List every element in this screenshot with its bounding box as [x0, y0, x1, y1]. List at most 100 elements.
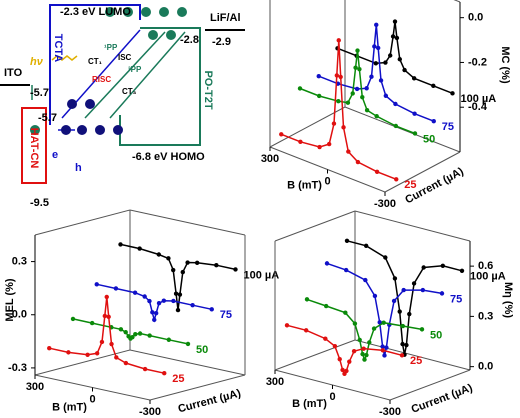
x-tick-label: -300 — [139, 406, 161, 418]
y-tick-label: 0.0 — [468, 12, 483, 24]
data-point — [350, 91, 355, 96]
y-tick-label: 0.3 — [12, 255, 27, 267]
ct1-label: CT₁ — [88, 57, 103, 66]
data-point — [337, 356, 342, 362]
data-point — [450, 91, 455, 96]
lumo-label: -2.3 eV LUMO — [60, 6, 131, 18]
series-label: 75 — [450, 293, 462, 305]
y-tick-label: 0.0 — [12, 309, 27, 321]
data-point — [383, 93, 389, 98]
box-edge — [453, 0, 461, 3]
data-point — [123, 329, 128, 335]
data-point — [400, 323, 406, 329]
data-point — [334, 73, 340, 78]
data-point — [378, 78, 384, 83]
data-point — [171, 267, 176, 273]
data-point — [209, 307, 214, 312]
data-point — [382, 353, 387, 358]
data-point — [166, 256, 171, 261]
y-tick-label: 0.6 — [478, 260, 493, 272]
data-point — [180, 269, 185, 275]
data-point — [113, 286, 119, 291]
z-axis-label: Current (µA) — [410, 382, 475, 416]
x-axis-label: B (mT) — [287, 179, 322, 191]
data-point — [304, 297, 310, 302]
y-axis-label: MEL (%) — [4, 278, 16, 322]
data-point — [123, 360, 129, 366]
data-point — [431, 119, 436, 124]
x-tick-label: 0 — [324, 175, 330, 187]
risc-label: RISC — [92, 75, 111, 84]
data-point — [297, 86, 303, 91]
data-point — [99, 339, 105, 345]
data-point — [383, 255, 388, 260]
data-point — [323, 336, 328, 341]
ct-line — [84, 31, 166, 119]
data-point — [357, 337, 362, 343]
data-point — [407, 311, 412, 317]
data-point — [279, 132, 284, 137]
data-point — [392, 19, 398, 24]
data-point — [47, 346, 52, 351]
data-point — [380, 348, 386, 353]
series-label: 50 — [423, 133, 435, 145]
data-point — [420, 287, 426, 293]
curve — [318, 24, 435, 122]
data-point — [364, 108, 370, 113]
data-point — [106, 314, 111, 320]
data-point — [316, 93, 322, 99]
box-edge — [149, 374, 246, 401]
data-point — [354, 86, 360, 92]
holes — [61, 99, 123, 135]
series-label: 50 — [196, 344, 208, 356]
data-point — [137, 331, 143, 336]
data-point — [346, 149, 351, 154]
curve — [337, 21, 453, 94]
level-label: -5.7 — [30, 87, 49, 99]
data-point — [397, 57, 402, 62]
y-tick-label: -0.3 — [8, 362, 27, 374]
data-point — [332, 343, 338, 349]
box-edge — [274, 210, 356, 242]
data-point — [185, 341, 191, 347]
data-point — [360, 94, 365, 100]
data-point — [381, 320, 386, 325]
data-point — [126, 334, 131, 339]
data-point — [397, 309, 402, 314]
series-label: 25 — [172, 373, 184, 385]
data-point — [374, 114, 379, 119]
data-point — [440, 263, 446, 269]
curve — [299, 50, 416, 135]
data-point — [152, 317, 157, 323]
data-point — [374, 22, 379, 28]
data-point — [66, 350, 71, 355]
curve — [346, 240, 463, 355]
tcta-box — [49, 4, 141, 125]
level-label: -9.5 — [30, 197, 49, 209]
pp3-label: ³PP — [128, 65, 142, 74]
isc-label: ISC — [118, 53, 132, 62]
data-point — [343, 310, 348, 315]
data-point — [341, 125, 346, 130]
series-label: 25 — [410, 355, 422, 367]
data-point — [375, 45, 381, 51]
data-point — [421, 265, 426, 270]
data-point — [342, 371, 347, 376]
data-point — [399, 353, 405, 358]
data-point — [355, 159, 361, 165]
data-point — [70, 316, 76, 322]
data-point — [364, 86, 369, 91]
data-point — [394, 177, 399, 182]
data-point — [361, 346, 366, 351]
data-point — [419, 327, 425, 332]
x-tick-label: 300 — [261, 153, 279, 165]
data-point — [401, 287, 406, 293]
data-point — [380, 344, 385, 349]
data-point — [298, 139, 303, 144]
data-point — [383, 60, 388, 65]
data-point — [459, 268, 465, 274]
box-edge — [344, 106, 461, 153]
x-tick-label: -300 — [379, 406, 401, 418]
data-point — [353, 65, 358, 70]
data-point — [185, 260, 190, 265]
